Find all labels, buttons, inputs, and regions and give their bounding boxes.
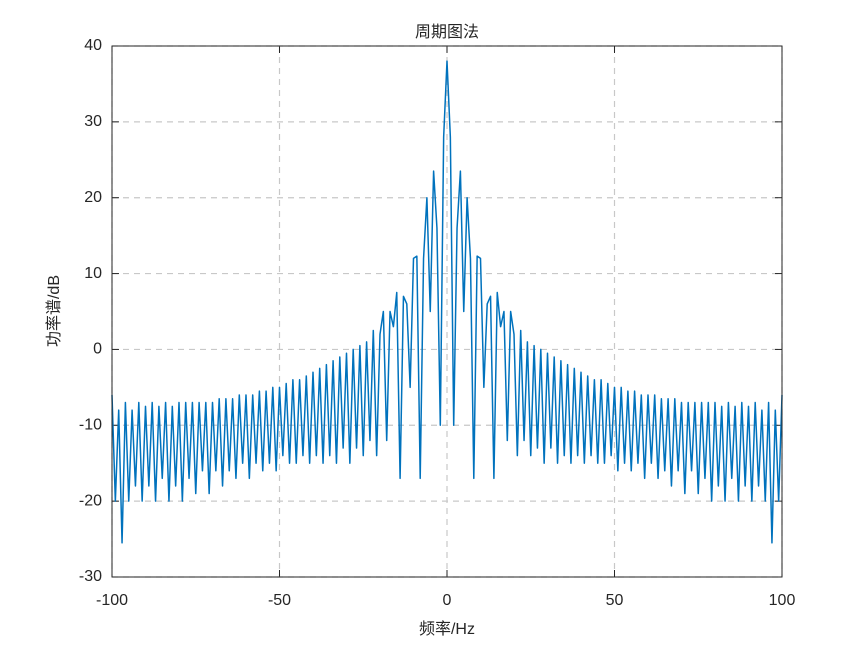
plot-frame — [111, 45, 783, 578]
y-tick-label: 30 — [84, 113, 102, 130]
y-axis-label: 功率谱/dB — [45, 275, 63, 347]
y-tick-label: 40 — [84, 37, 102, 54]
x-axis-label: 频率/Hz — [419, 620, 475, 638]
chart-title: 周期图法 — [415, 23, 479, 41]
y-tick-label: -10 — [79, 417, 102, 434]
y-tick-label: 20 — [84, 189, 102, 206]
x-tick-label: 100 — [769, 592, 796, 609]
x-tick-label: 0 — [443, 592, 452, 609]
data-line — [111, 60, 783, 544]
y-tick-label: -30 — [79, 568, 102, 585]
y-tick-label: 0 — [93, 341, 102, 358]
y-tick-label: -20 — [79, 492, 102, 509]
y-tick-label: 10 — [84, 265, 102, 282]
x-tick-label: -100 — [96, 592, 128, 609]
x-tick-label: -50 — [268, 592, 291, 609]
x-tick-label: 50 — [606, 592, 624, 609]
